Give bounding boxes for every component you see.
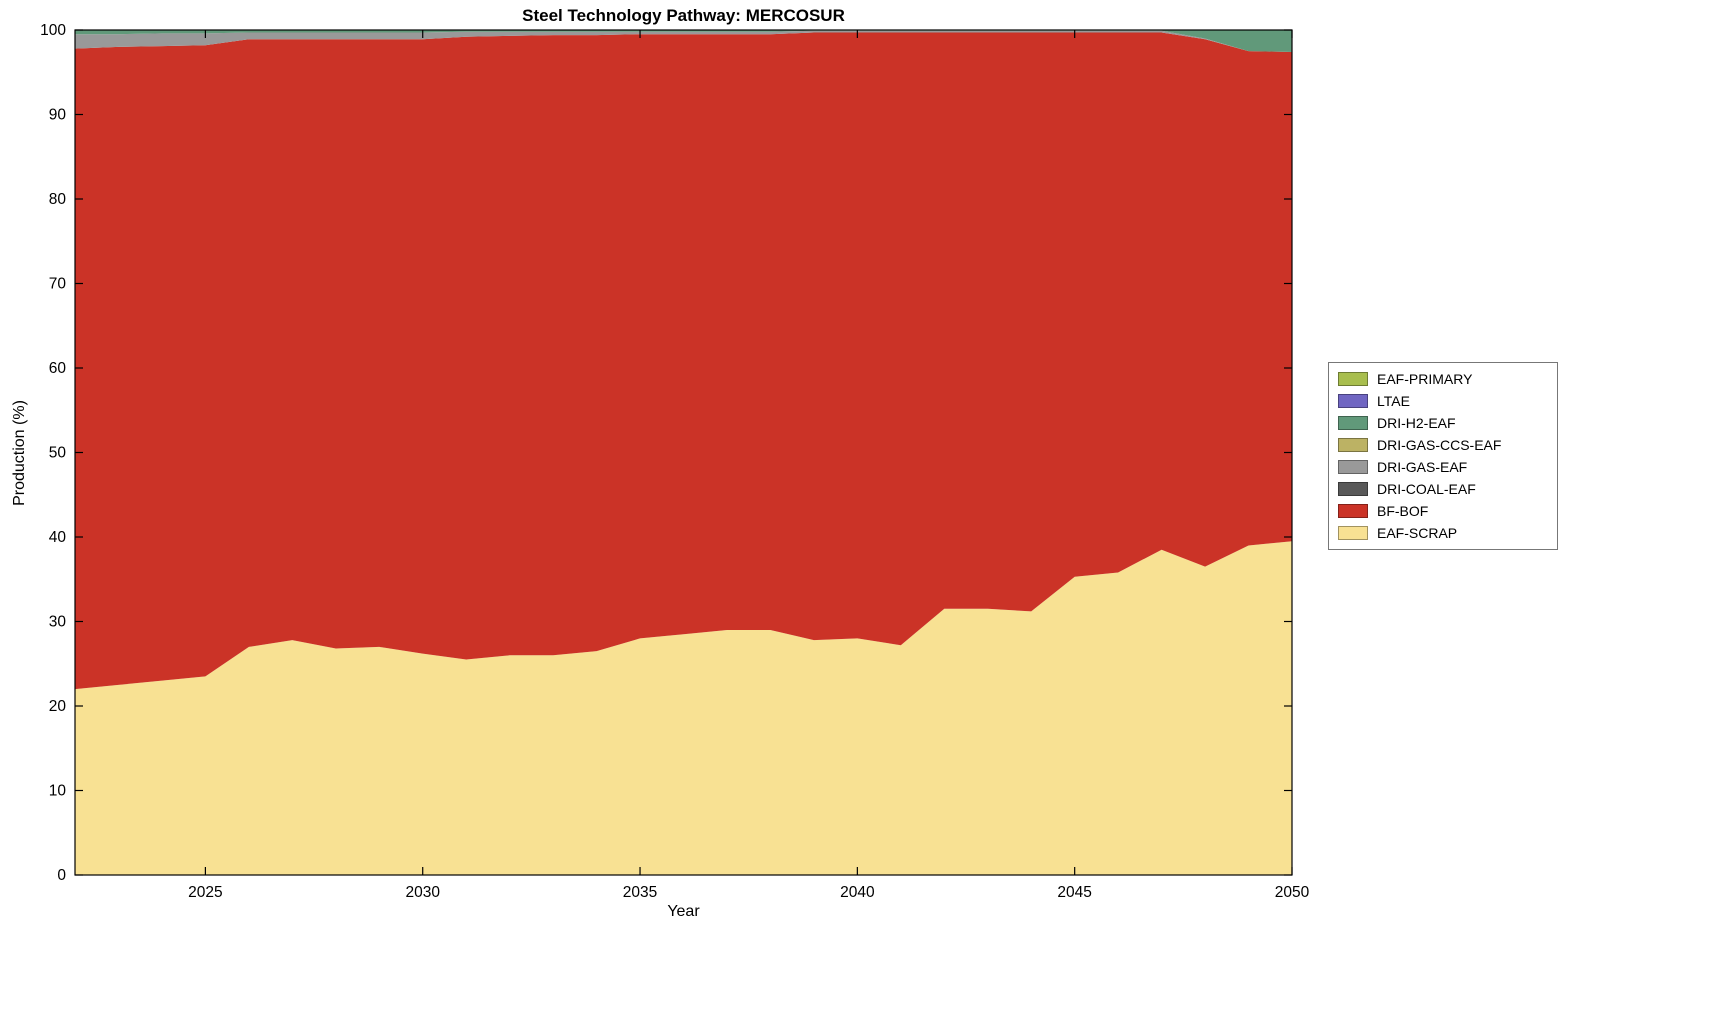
y-tick-label: 20 [49,698,67,715]
legend-item: DRI-GAS-CCS-EAF [1329,434,1557,456]
y-tick-label: 30 [49,614,67,631]
x-tick-label: 2050 [1275,884,1310,901]
legend-label: LTAE [1377,393,1410,409]
y-tick-label: 70 [49,276,67,293]
x-axis-label: Year [667,903,700,920]
legend-item: BF-BOF [1329,500,1557,522]
legend: EAF-PRIMARY LTAE DRI-H2-EAF DRI-GAS-CCS-EAF… [1328,362,1558,550]
legend-swatch [1338,416,1368,430]
legend-item: DRI-COAL-EAF [1329,478,1557,500]
y-tick-label: 0 [57,867,66,884]
legend-label: DRI-GAS-EAF [1377,459,1468,475]
x-tick-label: 2045 [1057,884,1091,901]
legend-label: DRI-COAL-EAF [1377,481,1476,497]
y-tick-label: 80 [49,191,67,208]
legend-swatch [1338,394,1368,408]
legend-swatch [1338,482,1368,496]
y-tick-label: 100 [40,22,66,39]
x-tick-label: 2040 [840,884,875,901]
legend-item: EAF-SCRAP [1329,522,1557,544]
legend-label: EAF-SCRAP [1377,525,1458,541]
chart-title: Steel Technology Pathway: MERCOSUR [522,6,845,25]
legend-label: DRI-H2-EAF [1377,415,1456,431]
y-tick-label: 50 [49,445,67,462]
x-tick-label: 2030 [405,884,440,901]
area-series-eaf-scrap [75,541,1292,875]
y-tick-label: 60 [49,360,67,377]
area-series-bf-bof [75,32,1292,690]
y-tick-label: 40 [49,529,67,546]
legend-swatch [1338,460,1368,474]
legend-item: LTAE [1329,390,1557,412]
legend-item: DRI-H2-EAF [1329,412,1557,434]
legend-label: DRI-GAS-CCS-EAF [1377,437,1502,453]
y-tick-label: 10 [49,783,67,800]
area-series-dri-h2-eaf [75,30,1292,52]
legend-swatch [1338,372,1368,386]
legend-label: BF-BOF [1377,503,1429,519]
legend-item: EAF-PRIMARY [1329,368,1557,390]
x-tick-label: 2035 [623,884,657,901]
area-series-dri-gas-eaf [75,30,1292,52]
x-tick-label: 2025 [188,884,222,901]
legend-swatch [1338,504,1368,518]
legend-label: EAF-PRIMARY [1377,371,1473,387]
legend-swatch [1338,526,1368,540]
y-tick-label: 90 [49,107,67,124]
y-axis-label: Production (%) [11,400,28,506]
legend-swatch [1338,438,1368,452]
legend-item: DRI-GAS-EAF [1329,456,1557,478]
